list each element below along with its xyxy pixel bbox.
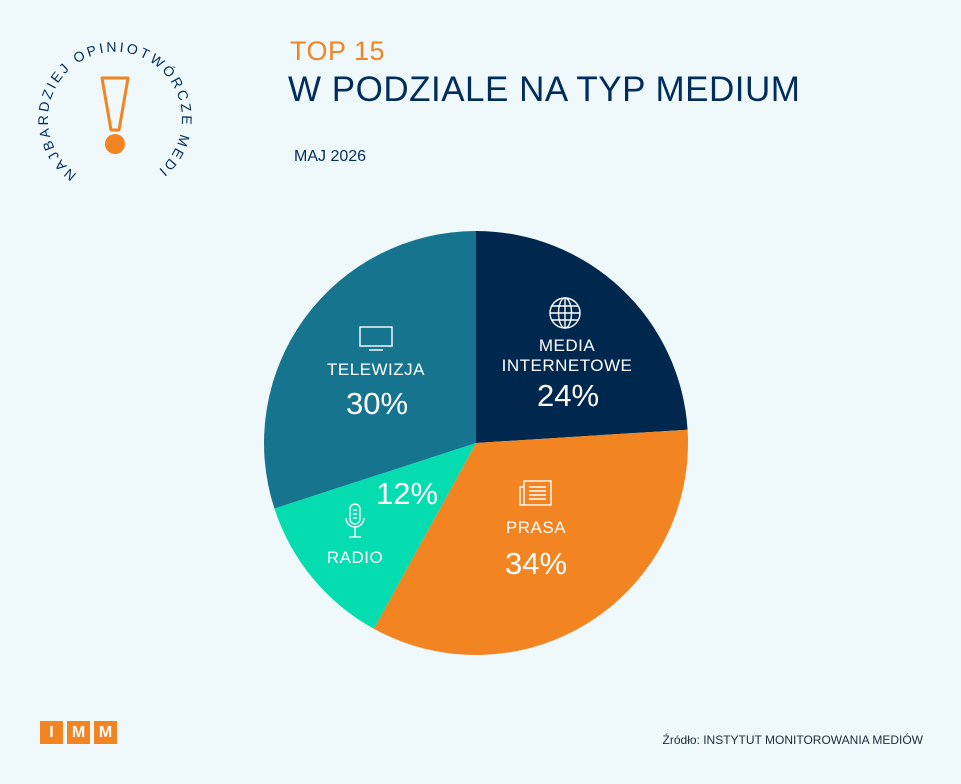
badge-logo: NAJBARDZIEJ OPINIOTWÓRCZE MEDIA: [30, 30, 193, 184]
newspaper-icon: [519, 480, 552, 506]
slice-value-label: 34%: [505, 546, 567, 581]
pie-slice-media-internetowe: [476, 231, 688, 443]
logo-letter-i: I: [40, 721, 63, 744]
slice-category-label: RADIO: [327, 548, 383, 567]
pie-slice-radio: [274, 443, 476, 629]
chart-subtitle: TOP 15: [290, 36, 386, 66]
chart-title: W PODZIALE NA TYP MEDIUM: [288, 70, 801, 109]
imm-logo: I M M: [40, 721, 117, 744]
logo-letter-m2: M: [94, 721, 117, 744]
slice-label-radio: RADIO 12%: [327, 476, 438, 567]
slice-category-label: PRASA: [506, 518, 566, 537]
microphone-icon: [345, 503, 365, 538]
globe-icon: [549, 297, 581, 329]
slice-label-prasa: PRASA 34%: [505, 480, 567, 581]
exclamation-dot: [105, 134, 125, 154]
pie-slice-telewizja: [263, 231, 476, 509]
slice-value-label: 24%: [537, 378, 599, 413]
tv-icon: [359, 326, 393, 351]
logo-letter-m1: M: [67, 721, 90, 744]
slice-value-label: 30%: [346, 386, 408, 421]
slice-value-label: 12%: [376, 476, 438, 511]
slice-category-label: INTERNETOWE: [502, 356, 633, 375]
source-note: Źródło: INSTYTUT MONITOROWANIA MEDIÓW: [662, 733, 923, 747]
pie-slice-prasa: [373, 429, 688, 656]
slice-label-telewizja: TELEWIZJA 30%: [327, 326, 425, 421]
slice-category-label: TELEWIZJA: [327, 360, 425, 379]
slice-category-label: MEDIA: [539, 336, 596, 355]
chart-date: MAJ 2026: [294, 148, 367, 165]
exclamation-icon: [100, 76, 130, 132]
